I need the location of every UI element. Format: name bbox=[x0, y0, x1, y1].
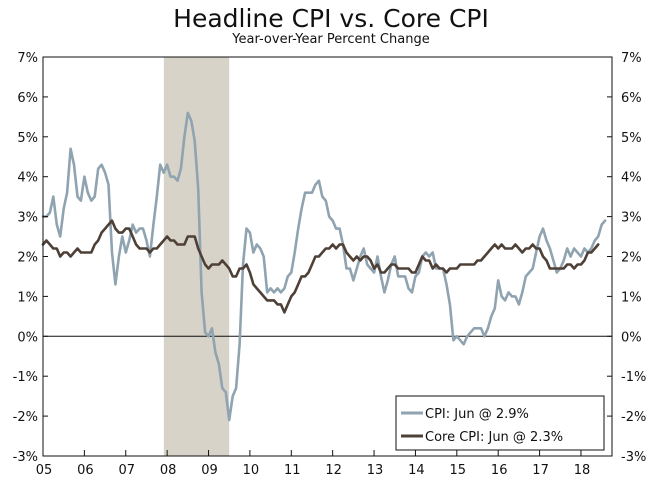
recession-layer bbox=[163, 57, 230, 456]
y-tick-label-right: 0% bbox=[621, 330, 642, 345]
y-tick-label-left: 1% bbox=[17, 290, 38, 305]
chart-subtitle: Year-over-Year Percent Change bbox=[232, 32, 430, 47]
y-tick-label-right: 3% bbox=[621, 211, 642, 226]
y-tick-label-left: 4% bbox=[17, 171, 38, 186]
legend-box bbox=[395, 395, 605, 451]
x-tick-label: 06 bbox=[77, 463, 94, 478]
series-line-cpi bbox=[41, 111, 607, 422]
x-tick-label: 10 bbox=[243, 463, 260, 478]
x-tick-label: 09 bbox=[201, 463, 218, 478]
y-tick-label-left: 6% bbox=[17, 91, 38, 106]
axis-layer: -3% -3% -2% -2% -1% -1% 0% 0% 1% 1% 2% 2% 3% 3% 4% 4% 5%… bbox=[13, 51, 647, 478]
x-tick-label: 11 bbox=[284, 463, 301, 478]
y-tick-label-left: 2% bbox=[17, 251, 38, 266]
y-tick-label-right: -1% bbox=[621, 370, 646, 385]
y-tick-label-right: 6% bbox=[621, 91, 642, 106]
x-tick-label: 07 bbox=[118, 463, 135, 478]
x-tick-label: 14 bbox=[408, 463, 425, 478]
y-tick-label-right: 1% bbox=[621, 290, 642, 305]
y-tick-label-right: -2% bbox=[621, 410, 646, 425]
legend-label-cpi: CPI: Jun @ 2.9% bbox=[425, 407, 529, 422]
y-tick-label-left: -3% bbox=[13, 450, 38, 465]
y-tick-label-right: 2% bbox=[621, 251, 642, 266]
y-tick-label-left: 3% bbox=[17, 211, 38, 226]
y-tick-label-left: 5% bbox=[17, 131, 38, 146]
y-tick-label-left: -1% bbox=[13, 370, 38, 385]
x-tick-label: 05 bbox=[36, 463, 53, 478]
x-tick-label: 08 bbox=[160, 463, 177, 478]
x-tick-label: 12 bbox=[325, 463, 342, 478]
legend: CPI: Jun @ 2.9% Core CPI: Jun @ 2.3% bbox=[395, 395, 605, 451]
y-tick-label-left: 7% bbox=[17, 51, 38, 66]
x-tick-label: 18 bbox=[574, 463, 591, 478]
series-layer bbox=[41, 111, 607, 422]
legend-label-core-cpi: Core CPI: Jun @ 2.3% bbox=[425, 430, 563, 445]
x-tick-label: 13 bbox=[367, 463, 384, 478]
x-tick-label: 16 bbox=[491, 463, 508, 478]
y-tick-label-right: -3% bbox=[621, 450, 646, 465]
y-tick-label-right: 7% bbox=[621, 51, 642, 66]
y-tick-label-left: -2% bbox=[13, 410, 38, 425]
y-tick-label-left: 0% bbox=[17, 330, 38, 345]
series-line-core-cpi bbox=[41, 219, 600, 314]
chart-title: Headline CPI vs. Core CPI bbox=[173, 4, 489, 33]
x-tick-label: 17 bbox=[532, 463, 549, 478]
y-tick-label-right: 5% bbox=[621, 131, 642, 146]
x-tick-label: 15 bbox=[450, 463, 467, 478]
recession-band bbox=[163, 57, 230, 456]
y-tick-label-right: 4% bbox=[621, 171, 642, 186]
